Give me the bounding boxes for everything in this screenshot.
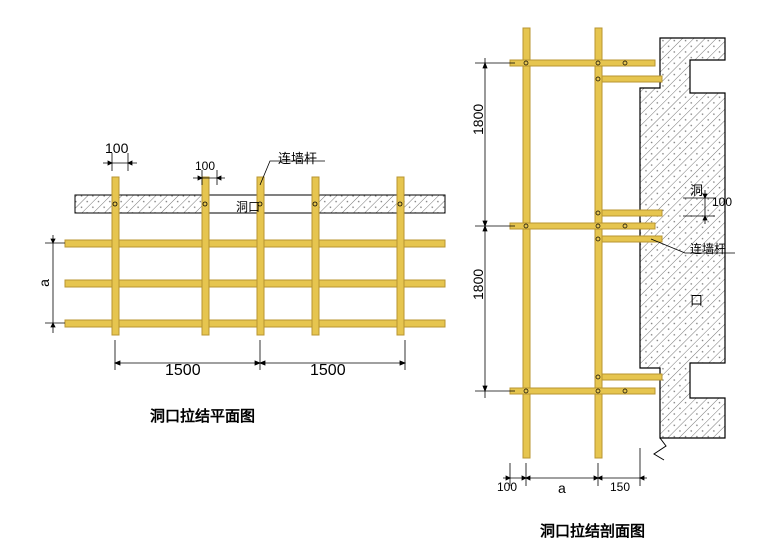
section-title: 洞口拉结剖面图 — [540, 520, 645, 541]
plan-view — [25, 145, 455, 425]
section-dim-a: a — [558, 480, 566, 496]
plan-dim-1500L: 1500 — [165, 362, 201, 380]
section-lqg: 连墙杆 — [690, 240, 726, 257]
dim-1500 — [115, 340, 405, 370]
section-kou: 口 — [690, 290, 703, 309]
break-mark — [654, 438, 666, 460]
plan-dim-100a: 100 — [105, 140, 128, 156]
plan-lianqianggan: 连墙杆 — [278, 148, 317, 167]
section-dim-1800B: 1800 — [470, 269, 486, 300]
plan-dongkou: 洞口 — [236, 198, 260, 215]
plan-dim-1500R: 1500 — [310, 362, 346, 380]
plan-title: 洞口拉结平面图 — [150, 405, 255, 426]
section-dim-100b: 100 — [497, 480, 517, 494]
section-dim-1800T: 1800 — [470, 104, 486, 135]
section-dim-100: 100 — [712, 195, 732, 209]
section-dong: 洞 — [690, 180, 703, 199]
section-view — [465, 18, 755, 528]
section-dim-150: 150 — [610, 480, 630, 494]
scaffold-horizontals — [65, 240, 445, 327]
section-horizontals — [510, 60, 662, 394]
plan-dim-a: a — [36, 279, 52, 287]
plan-dim-100b: 100 — [195, 159, 215, 173]
